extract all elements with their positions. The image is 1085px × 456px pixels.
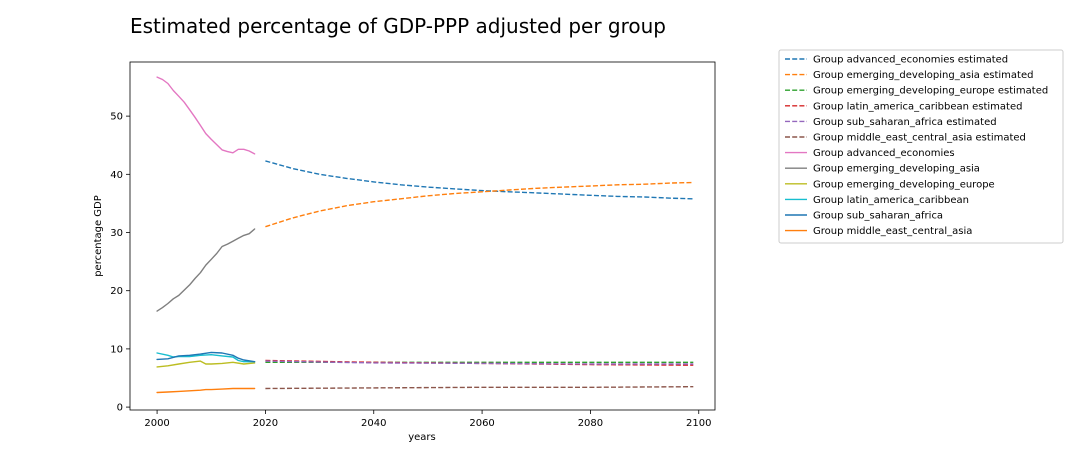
x-tick-label: 2040 [361,418,386,429]
x-tick-label: 2020 [253,418,278,429]
legend-label: Group emerging_developing_europe estimat… [813,86,1048,97]
legend-label: Group emerging_developing_asia estimated [813,70,1033,81]
legend-label: Group sub_saharan_africa [813,211,943,222]
y-axis-label: percentage GDP [93,195,104,277]
x-tick-label: 2100 [686,418,711,429]
legend: Group advanced_economies estimated Group … [778,49,1064,244]
y-tick-label: 10 [110,344,123,355]
plot-frame [129,61,716,411]
legend-label: Group advanced_economies [813,148,955,159]
legend-label: Group sub_saharan_africa estimated [813,117,997,128]
series-line-5 [265,386,694,390]
series-layer [156,76,694,394]
y-tick-label: 0 [117,403,123,414]
series-line-0 [265,160,694,200]
y-tick-label: 50 [110,112,123,123]
x-axis-label: years [408,432,436,443]
x-tick-label: 2080 [578,418,603,429]
plot-area: 2000 2020 2040 2060 2080 2100 0 10 20 30 40 50 [110,61,716,429]
x-axis: 2000 2020 2040 2060 2080 2100 [144,410,711,429]
legend-items: Group advanced_economies estimated Group … [785,55,1048,237]
y-axis: 0 10 20 30 40 50 [110,112,130,414]
legend-label: Group middle_east_central_asia [813,226,972,237]
legend-label: Group emerging_developing_asia [813,164,980,175]
y-tick-label: 30 [110,228,123,239]
legend-label: Group advanced_economies estimated [813,55,1008,66]
series-line-9 [156,352,256,363]
series-line-8 [156,360,256,368]
series-line-6 [156,76,256,155]
legend-label: Group emerging_developing_europe [813,179,995,190]
x-tick-label: 2000 [144,418,169,429]
legend-label: Group latin_america_caribbean [813,195,969,206]
series-line-10 [156,351,256,363]
legend-label: Group latin_america_caribbean estimated [813,101,1022,112]
series-line-1 [265,181,694,228]
x-tick-label: 2060 [469,418,494,429]
chart-title: Estimated percentage of GDP-PPP adjusted… [130,14,666,38]
series-line-11 [156,387,256,394]
legend-label: Group middle_east_central_asia estimated [813,133,1026,144]
y-tick-label: 20 [110,286,123,297]
series-line-7 [156,228,256,312]
series-line-4 [265,360,694,365]
y-tick-label: 40 [110,170,123,181]
legend-frame [778,49,1064,244]
